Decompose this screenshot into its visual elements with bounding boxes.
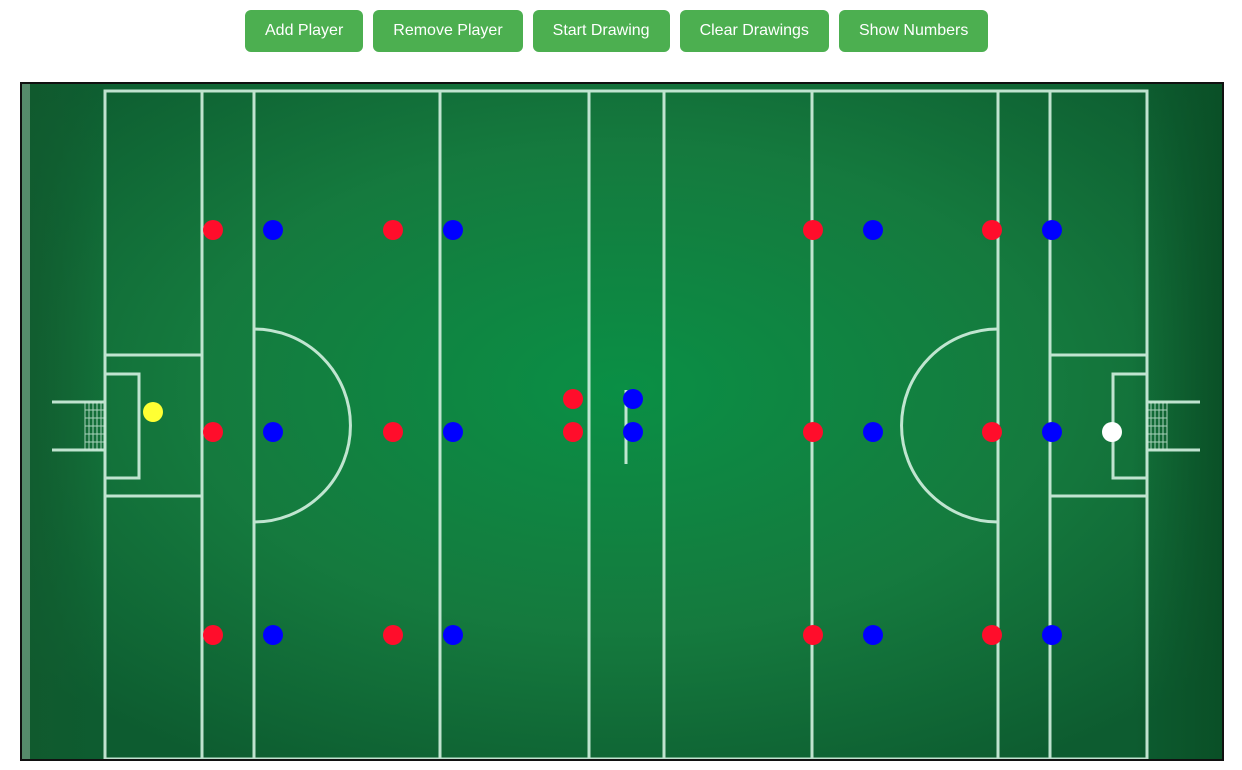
player-blue[interactable]: [623, 422, 643, 442]
pitch-svg[interactable]: [22, 84, 1222, 759]
player-blue[interactable]: [1042, 220, 1062, 240]
player-blue[interactable]: [863, 220, 883, 240]
players: [143, 220, 1122, 645]
clear-drawings-button[interactable]: Clear Drawings: [679, 10, 829, 52]
player-red[interactable]: [982, 220, 1002, 240]
goalkeeper-right[interactable]: [1102, 422, 1122, 442]
player-red[interactable]: [982, 422, 1002, 442]
start-drawing-button[interactable]: Start Drawing: [532, 10, 670, 52]
grass-edge-left: [22, 84, 112, 759]
player-blue[interactable]: [263, 625, 283, 645]
toolbar: Add Player Remove Player Start Drawing C…: [245, 10, 989, 52]
player-blue[interactable]: [863, 625, 883, 645]
player-red[interactable]: [803, 220, 823, 240]
remove-player-button[interactable]: Remove Player: [373, 10, 523, 52]
player-red[interactable]: [203, 220, 223, 240]
add-player-button[interactable]: Add Player: [245, 10, 364, 52]
player-blue[interactable]: [443, 422, 463, 442]
player-blue[interactable]: [263, 220, 283, 240]
player-blue[interactable]: [443, 625, 463, 645]
player-red[interactable]: [982, 625, 1002, 645]
player-blue[interactable]: [623, 389, 643, 409]
grass-outer-left: [22, 84, 30, 759]
player-red[interactable]: [203, 625, 223, 645]
player-blue[interactable]: [863, 422, 883, 442]
player-red[interactable]: [383, 625, 403, 645]
player-red[interactable]: [383, 220, 403, 240]
player-red[interactable]: [203, 422, 223, 442]
player-red[interactable]: [563, 422, 583, 442]
show-numbers-button[interactable]: Show Numbers: [838, 10, 989, 52]
player-blue[interactable]: [263, 422, 283, 442]
player-blue[interactable]: [1042, 625, 1062, 645]
player-blue[interactable]: [443, 220, 463, 240]
player-red[interactable]: [383, 422, 403, 442]
goal-net-left: [84, 402, 105, 450]
player-red[interactable]: [563, 389, 583, 409]
grass: [22, 84, 1222, 759]
player-red[interactable]: [803, 625, 823, 645]
player-red[interactable]: [803, 422, 823, 442]
player-blue[interactable]: [1042, 422, 1062, 442]
goalkeeper-left[interactable]: [143, 402, 163, 422]
goal-net-right: [1147, 402, 1168, 450]
pitch-canvas[interactable]: [20, 82, 1224, 761]
